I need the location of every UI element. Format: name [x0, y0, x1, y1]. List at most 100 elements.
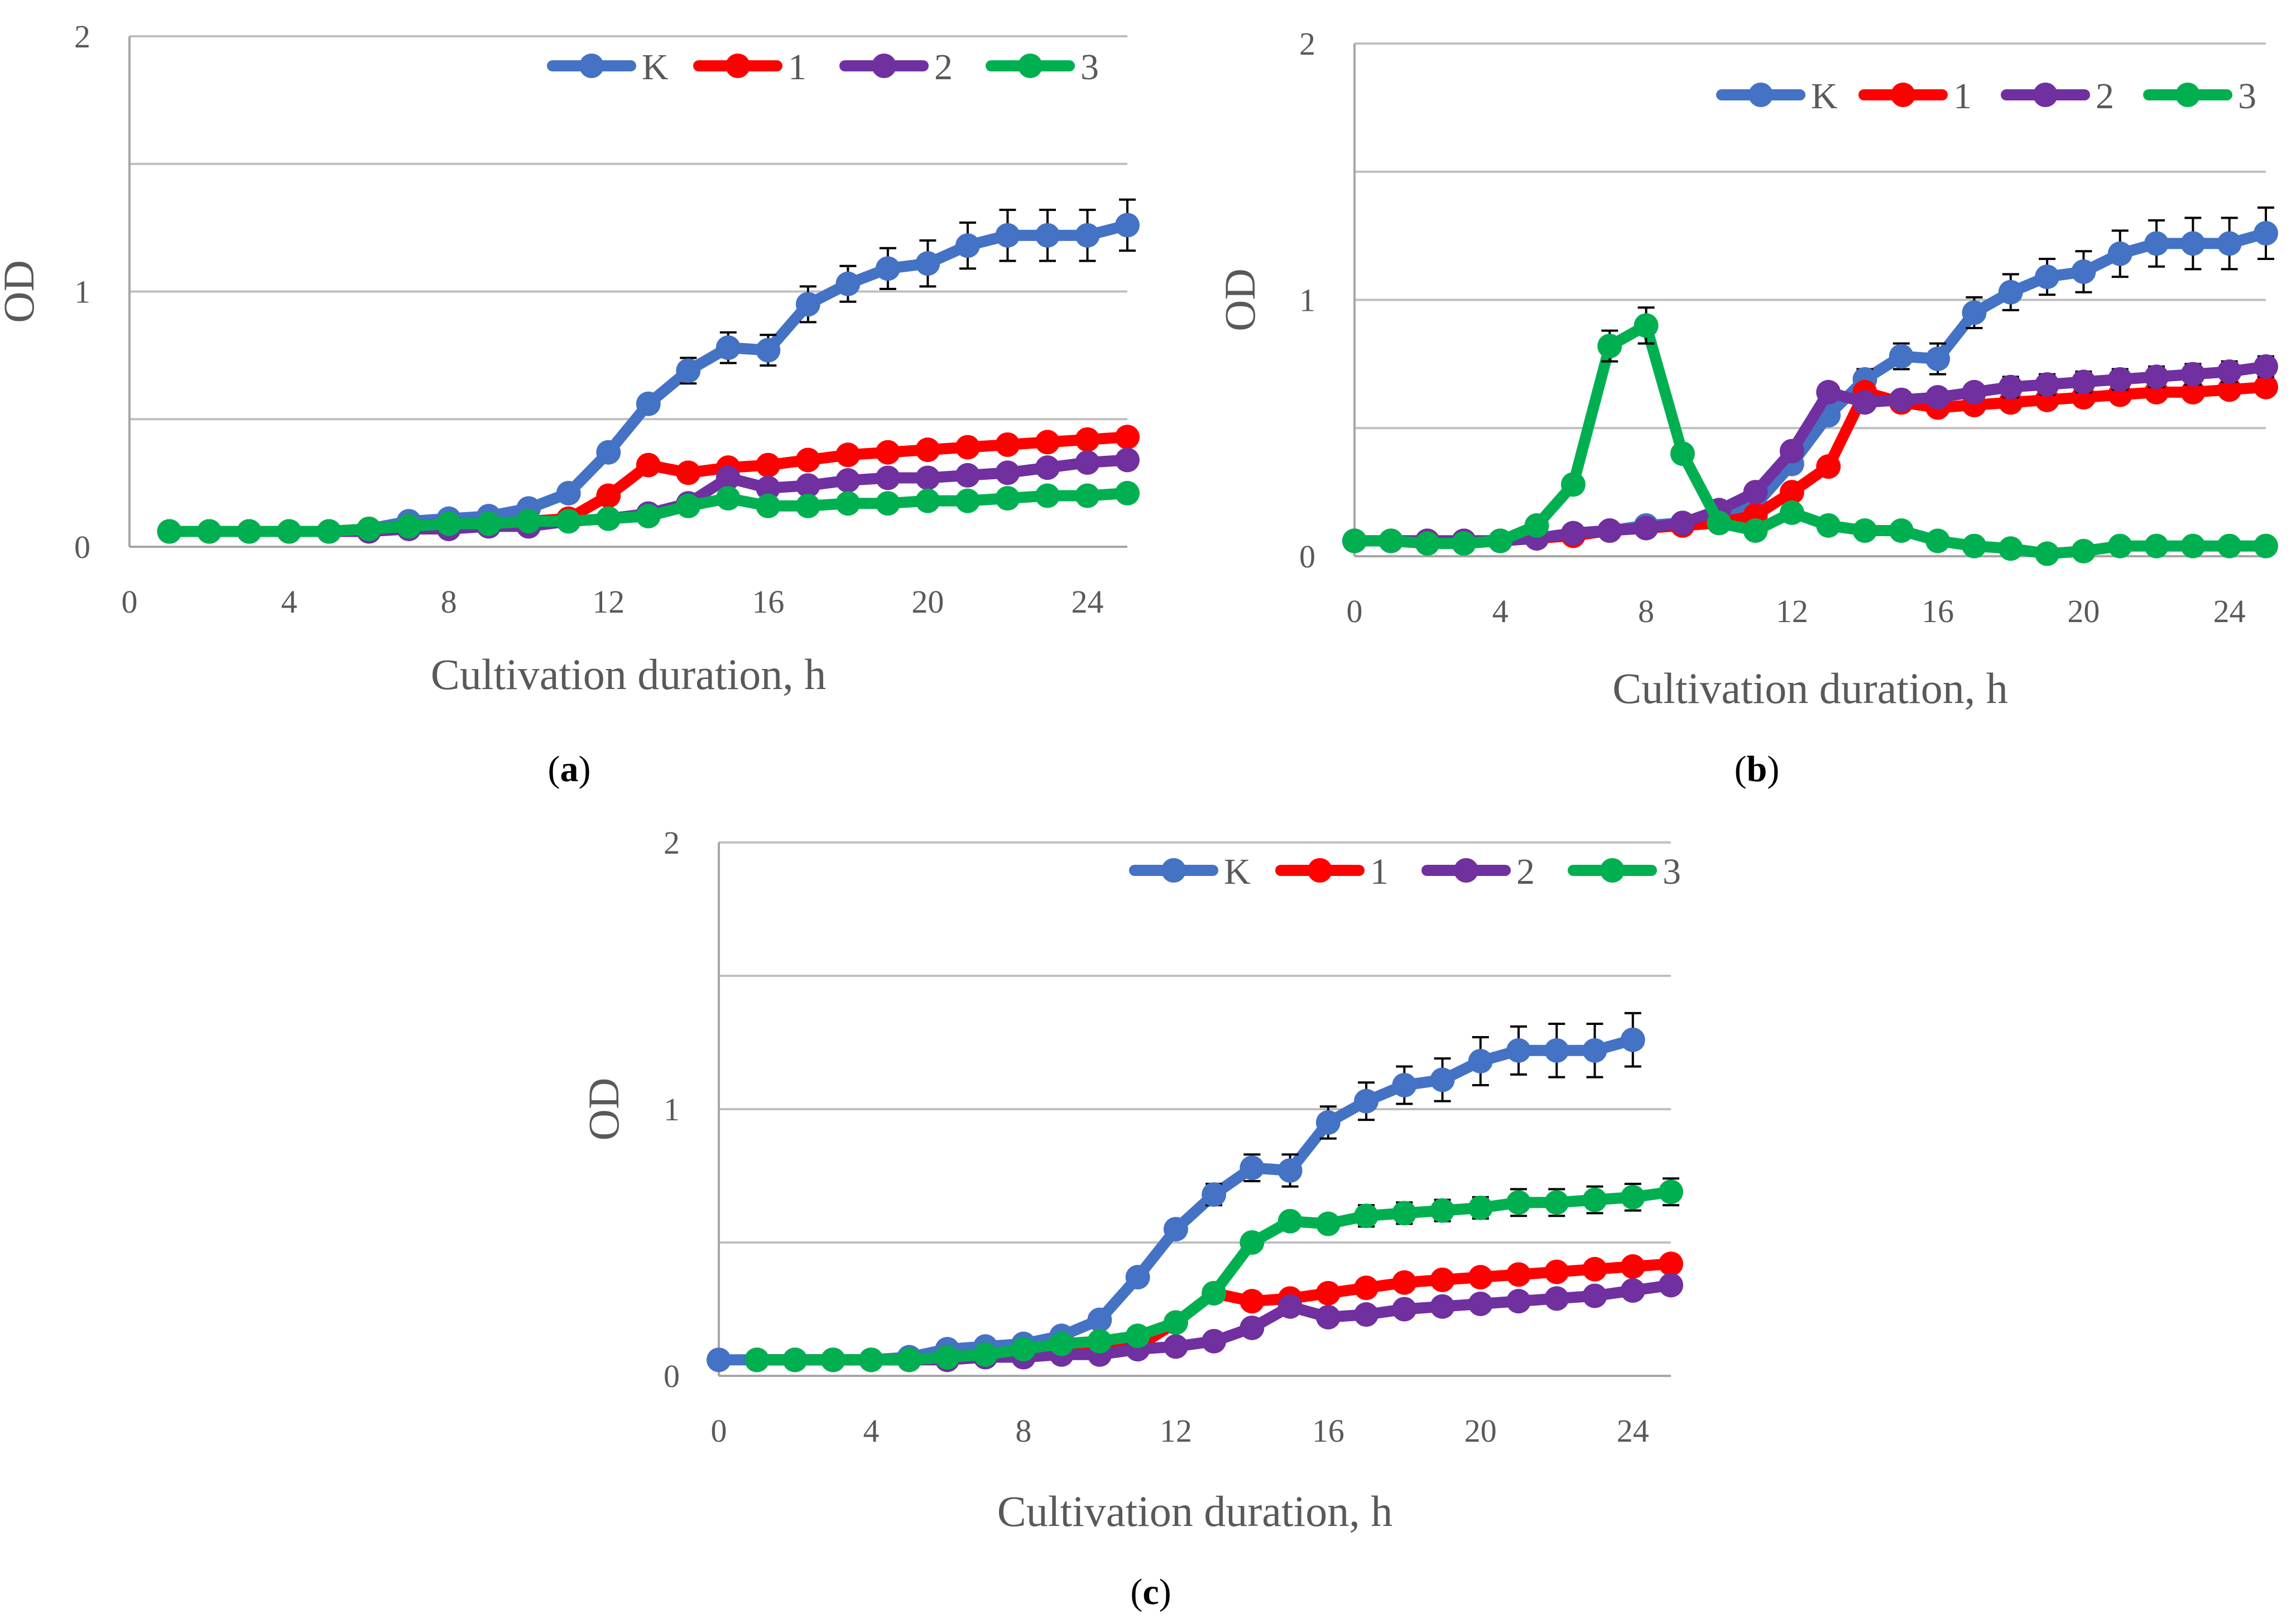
y-tick-label: 2	[664, 825, 680, 861]
data-point	[1415, 531, 1440, 556]
y-axis-label: OD	[0, 260, 43, 323]
data-point	[715, 465, 741, 490]
data-point	[1392, 1201, 1417, 1226]
data-point	[756, 452, 781, 478]
y-tick-label: 1	[74, 274, 90, 310]
data-point	[1816, 513, 1841, 538]
legend-marker	[1454, 858, 1478, 883]
x-tick-label: 20	[911, 584, 944, 620]
data-point	[1524, 513, 1549, 538]
data-point	[1506, 1190, 1531, 1215]
data-point	[1962, 379, 1987, 404]
x-tick-label: 0	[711, 1413, 727, 1449]
data-point	[1342, 528, 1367, 553]
data-point	[1852, 390, 1877, 415]
data-point	[1277, 1158, 1303, 1183]
data-point	[1035, 455, 1060, 480]
legend-label: 2	[934, 47, 953, 88]
data-point	[1049, 1331, 1074, 1356]
data-point	[1430, 1267, 1455, 1292]
legend-label: K	[1224, 851, 1251, 892]
data-point	[1506, 1038, 1531, 1063]
y-tick-label: 0	[74, 529, 90, 565]
y-tick-label: 0	[1299, 538, 1315, 575]
data-point	[1925, 528, 1951, 553]
data-point	[1816, 454, 1841, 479]
series-3	[157, 480, 1140, 544]
data-point	[1488, 528, 1513, 553]
data-point	[316, 519, 342, 544]
data-point	[795, 447, 820, 473]
data-point	[1468, 1291, 1493, 1316]
legend-label: 3	[1080, 47, 1099, 88]
legend-entry-3: 3	[2143, 76, 2256, 117]
data-point	[1560, 521, 1586, 546]
x-tick-label: 12	[1160, 1413, 1192, 1449]
series-1	[1342, 374, 2278, 553]
data-point	[2180, 231, 2206, 256]
data-point	[1597, 334, 1622, 359]
data-point	[1035, 223, 1060, 248]
data-point	[1620, 1027, 1645, 1052]
data-point	[1779, 480, 1804, 505]
data-point	[1852, 518, 1877, 543]
data-point	[1925, 346, 1951, 372]
y-axis-label: OD	[1216, 268, 1264, 331]
data-point	[915, 437, 940, 463]
legend-label: 1	[788, 47, 806, 88]
data-point	[197, 519, 222, 544]
data-point	[636, 504, 661, 529]
legend-label: 2	[2096, 76, 2114, 117]
x-tick-label: 24	[1617, 1413, 1649, 1449]
data-point	[1544, 1259, 1569, 1284]
data-point	[157, 519, 182, 544]
data-point	[1163, 1310, 1188, 1335]
data-point	[1925, 385, 1951, 410]
data-point	[1779, 500, 1804, 525]
legend-marker	[1891, 83, 1915, 107]
y-tick-label: 2	[1299, 26, 1315, 62]
data-point	[1743, 518, 1768, 543]
data-point	[955, 463, 980, 488]
data-point	[2254, 533, 2278, 558]
data-point	[1075, 450, 1100, 475]
data-point	[795, 292, 820, 317]
data-point	[2217, 377, 2242, 402]
x-axis-label: Cultivation duration, h	[1612, 664, 2007, 712]
x-tick-label: 24	[2213, 593, 2246, 629]
data-point	[1087, 1328, 1112, 1354]
data-point	[1889, 387, 1914, 412]
data-point	[2180, 362, 2206, 387]
data-point	[756, 338, 781, 363]
data-point	[1075, 427, 1100, 452]
data-point	[636, 452, 661, 478]
data-point	[1163, 1217, 1188, 1242]
data-point	[875, 491, 900, 516]
data-point	[744, 1347, 770, 1373]
data-point	[1659, 1251, 1683, 1277]
data-point	[2254, 354, 2278, 379]
data-point	[835, 442, 861, 468]
y-tick-label: 1	[1299, 282, 1315, 319]
data-point	[1202, 1280, 1227, 1306]
data-point	[1115, 425, 1140, 450]
data-point	[995, 223, 1020, 248]
data-point	[1743, 480, 1768, 505]
legend-entry-1: 1	[1275, 851, 1389, 892]
data-point	[2144, 533, 2169, 558]
data-point	[1277, 1294, 1303, 1319]
data-point	[1998, 280, 2023, 305]
data-point	[995, 486, 1020, 511]
data-point	[596, 506, 621, 531]
x-tick-label: 12	[592, 584, 625, 620]
data-point	[2217, 359, 2242, 384]
data-point	[1582, 1038, 1607, 1063]
data-point	[2217, 533, 2242, 558]
x-axis-label: Cultivation duration, h	[997, 1487, 1392, 1535]
data-point	[516, 509, 541, 534]
data-point	[1087, 1307, 1112, 1332]
data-point	[1430, 1067, 1455, 1092]
x-tick-label: 12	[1776, 593, 1808, 629]
data-point	[1354, 1089, 1379, 1114]
